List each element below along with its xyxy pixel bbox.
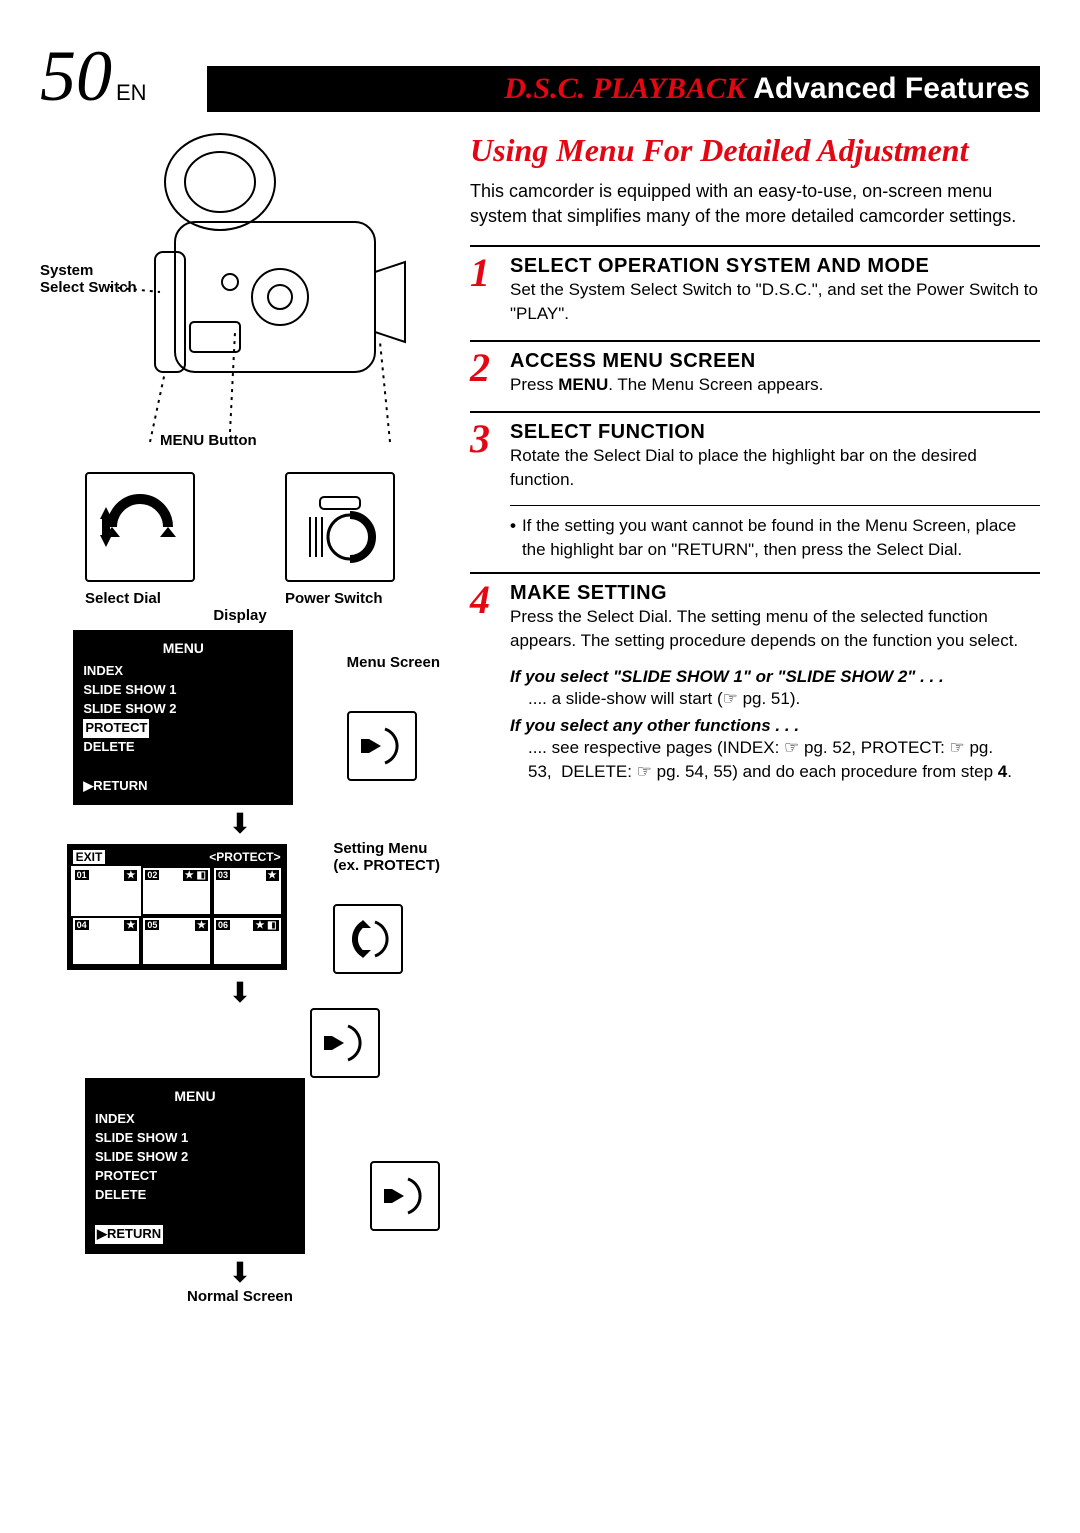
thumb: 06★ ◧ bbox=[214, 918, 281, 964]
setting-menu-label: Setting Menu (ex. PROTECT) bbox=[333, 840, 440, 874]
rotate-dial-icon bbox=[333, 904, 403, 974]
slideshow-body: .... a slide-show will start (☞ pg. 51). bbox=[528, 687, 1040, 711]
menu-item: DELETE bbox=[95, 1186, 295, 1205]
menu-screen-1: MENU INDEX SLIDE SHOW 1 SLIDE SHOW 2 PRO… bbox=[73, 630, 293, 805]
other-heading: If you select any other functions . . . bbox=[510, 716, 1040, 736]
step-2: 2 ACCESS MENU SCREEN Press MENU. The Men… bbox=[470, 340, 1040, 397]
menu-title: MENU bbox=[83, 638, 283, 658]
normal-screen-label: Normal Screen bbox=[40, 1288, 440, 1305]
menu-return-highlighted: ▶RETURN bbox=[95, 1225, 163, 1244]
step-body: Press MENU. The Menu Screen appears. bbox=[510, 373, 1040, 397]
select-dial-icon bbox=[85, 472, 195, 582]
step-number: 2 bbox=[470, 350, 500, 397]
down-arrow-icon: ⬇ bbox=[40, 813, 440, 835]
title-red: D.S.C. PLAYBACK bbox=[504, 72, 746, 105]
menu-item: SLIDE SHOW 2 bbox=[83, 700, 283, 719]
menu-title: MENU bbox=[95, 1086, 295, 1106]
menu-screen-2: MENU INDEX SLIDE SHOW 1 SLIDE SHOW 2 PRO… bbox=[85, 1078, 305, 1253]
dial-row: Select Dial Power Switch bbox=[40, 472, 440, 607]
thumb: 03★ bbox=[214, 868, 281, 914]
down-arrow-icon: ⬇ bbox=[40, 1262, 440, 1284]
thumb: 02★ ◧ bbox=[143, 868, 210, 914]
thumb: 04★ bbox=[73, 918, 140, 964]
menu-screen-label: Menu Screen bbox=[347, 654, 440, 671]
page-lang: EN bbox=[116, 80, 147, 106]
title-white: Advanced Features bbox=[746, 72, 1030, 105]
camcorder-diagram: System Select Switch MENU Button bbox=[40, 132, 440, 462]
step-body: Press the Select Dial. The setting menu … bbox=[510, 605, 1040, 653]
left-column: System Select Switch MENU Button bbox=[40, 132, 440, 1305]
menu-item: PROTECT bbox=[95, 1167, 295, 1186]
page-number: 50 EN bbox=[40, 40, 147, 112]
down-arrow-icon: ⬇ bbox=[40, 982, 440, 1004]
other-body: .... see respective pages (INDEX: ☞ pg. … bbox=[528, 736, 1040, 784]
slideshow-heading: If you select "SLIDE SHOW 1" or "SLIDE S… bbox=[510, 667, 1040, 687]
step-1: 1 SELECT OPERATION SYSTEM AND MODE Set t… bbox=[470, 245, 1040, 326]
menu-item: INDEX bbox=[95, 1110, 295, 1129]
menu-return: ▶RETURN bbox=[83, 777, 283, 796]
protect-screen: EXIT <PROTECT> 01★ 02★ ◧ 03★ 04★ 05★ 06★… bbox=[67, 844, 287, 970]
menu-item: DELETE bbox=[83, 738, 283, 757]
press-dial-icon bbox=[347, 711, 417, 781]
step-heading: MAKE SETTING bbox=[510, 582, 1040, 605]
step-number: 1 bbox=[470, 255, 500, 326]
menu-item: SLIDE SHOW 1 bbox=[83, 681, 283, 700]
step-heading: SELECT OPERATION SYSTEM AND MODE bbox=[510, 255, 1040, 278]
step-number: 3 bbox=[470, 421, 500, 492]
right-column: Using Menu For Detailed Adjustment This … bbox=[470, 132, 1040, 1305]
camcorder-svg bbox=[80, 132, 440, 452]
title-bar: D.S.C. PLAYBACK Advanced Features bbox=[207, 66, 1040, 112]
press-dial-icon bbox=[310, 1008, 380, 1078]
step-4: 4 MAKE SETTING Press the Select Dial. Th… bbox=[470, 572, 1040, 653]
menu-item: SLIDE SHOW 2 bbox=[95, 1148, 295, 1167]
intro-text: This camcorder is equipped with an easy-… bbox=[470, 179, 1040, 229]
step-3-note: If the setting you want cannot be found … bbox=[510, 505, 1040, 562]
step-body: Set the System Select Switch to "D.S.C."… bbox=[510, 278, 1040, 326]
step-number: 4 bbox=[470, 582, 500, 653]
thumb: 05★ bbox=[143, 918, 210, 964]
step-body: Rotate the Select Dial to place the high… bbox=[510, 444, 1040, 492]
protect-exit: EXIT bbox=[73, 850, 106, 864]
power-switch-label: Power Switch bbox=[285, 590, 395, 607]
power-switch-icon bbox=[285, 472, 395, 582]
page-header: 50 EN D.S.C. PLAYBACK Advanced Features bbox=[40, 40, 1040, 112]
menu-item: INDEX bbox=[83, 662, 283, 681]
press-dial-icon bbox=[370, 1161, 440, 1231]
protect-title: <PROTECT> bbox=[209, 850, 280, 864]
display-label: Display bbox=[40, 607, 440, 624]
select-dial-label: Select Dial bbox=[85, 590, 195, 607]
page-number-value: 50 bbox=[40, 40, 112, 112]
thumb-grid: 01★ 02★ ◧ 03★ 04★ 05★ 06★ ◧ bbox=[73, 868, 281, 964]
step-heading: SELECT FUNCTION bbox=[510, 421, 1040, 444]
menu-item: SLIDE SHOW 1 bbox=[95, 1129, 295, 1148]
thumb: 01★ bbox=[73, 868, 140, 914]
step-heading: ACCESS MENU SCREEN bbox=[510, 350, 1040, 373]
section-title: Using Menu For Detailed Adjustment bbox=[470, 132, 1040, 169]
step-3: 3 SELECT FUNCTION Rotate the Select Dial… bbox=[470, 411, 1040, 492]
menu-item-highlighted: PROTECT bbox=[83, 719, 149, 738]
